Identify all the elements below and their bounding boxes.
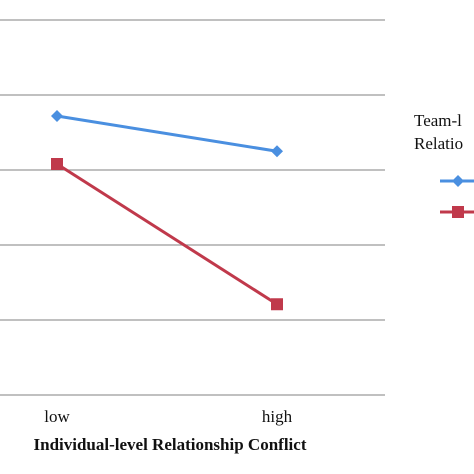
marker	[271, 298, 283, 311]
legend-marker	[452, 175, 464, 187]
x-axis-title: Individual-level Relationship Conflict	[34, 435, 307, 454]
marker	[51, 158, 63, 170]
line	[56, 114, 278, 153]
legend-marker	[452, 206, 464, 218]
x-tick-label: high	[262, 407, 293, 426]
line	[56, 162, 278, 306]
legend-title: Team-l	[414, 111, 462, 130]
legend-title: Relatio	[414, 134, 463, 153]
marker	[51, 110, 63, 122]
marker	[271, 145, 283, 158]
x-tick-label: low	[44, 407, 70, 426]
